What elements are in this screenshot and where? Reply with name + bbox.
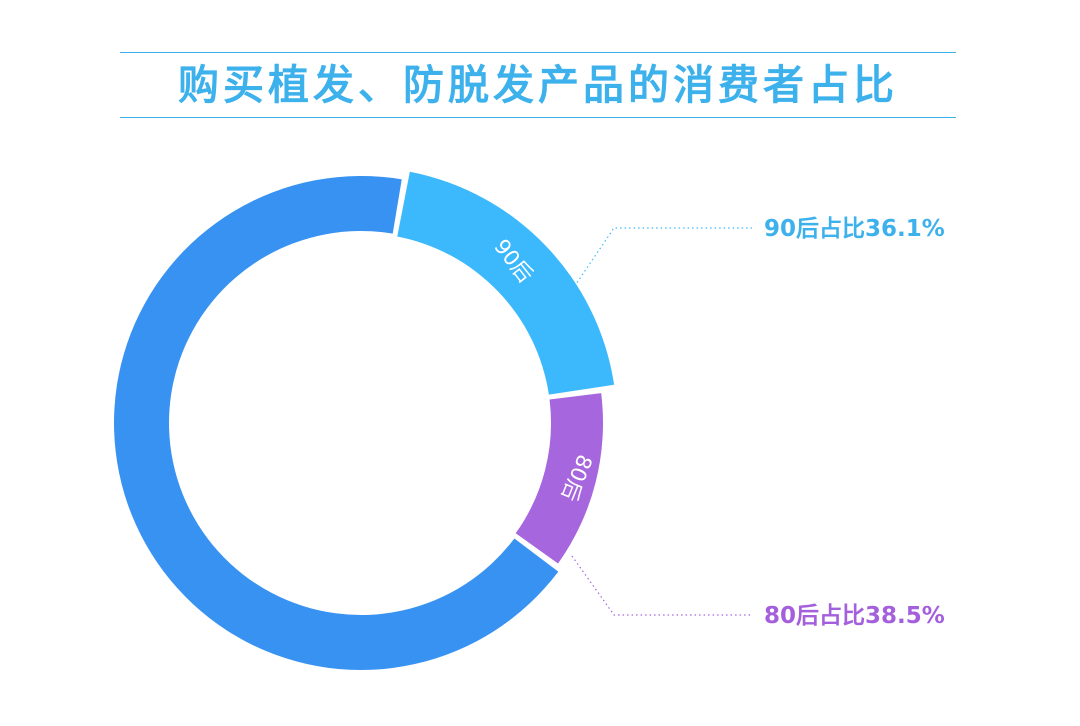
leader-line-80hou: [571, 555, 752, 616]
slice-80hou: [515, 393, 603, 564]
callout-80hou: 80后占比38.5%: [764, 603, 945, 629]
callout-90hou: 90后占比36.1%: [764, 216, 945, 242]
title-block: 购买植发、防脱发产品的消费者占比: [120, 52, 956, 118]
leader-line-90hou: [571, 227, 752, 291]
chart-title: 购买植发、防脱发产品的消费者占比: [178, 61, 898, 109]
slice-90hou: [397, 171, 615, 395]
